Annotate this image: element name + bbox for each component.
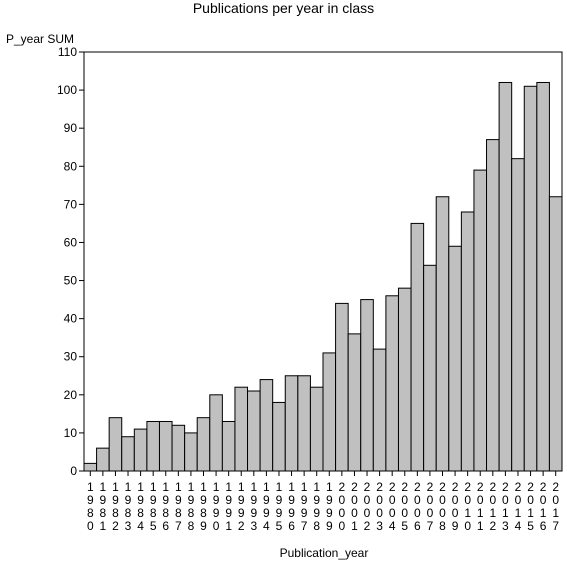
y-tick-label: 20 [64,388,78,402]
bar-2006 [410,222,425,472]
bar-2004 [385,295,399,472]
bar-1994 [259,379,274,472]
y-tick-label: 110 [58,45,77,59]
bar-2009 [448,245,462,472]
y-tick-label: 30 [64,350,78,364]
bar-2011 [473,169,488,472]
bar-2012 [486,139,500,472]
bar-1991 [221,420,236,472]
bar-2000 [335,302,349,472]
bar-1996 [284,375,299,472]
bar-1997 [297,375,311,472]
bar-1983 [121,436,135,472]
bar-2008 [435,196,450,472]
y-tick-label: 80 [64,159,78,173]
bar-2016 [536,81,550,472]
bar-1998 [309,386,324,472]
bar-2017 [548,196,563,472]
y-tick-label: 60 [64,235,78,249]
bar-2014 [511,158,525,472]
y-tick-label: 90 [64,121,78,135]
bar-2003 [372,348,387,472]
bar-2010 [460,211,475,472]
y-tick-label: 0 [70,464,77,478]
bar-1987 [171,424,186,472]
bar-2005 [397,287,412,472]
bar-1982 [108,417,123,472]
bar-2001 [347,333,362,472]
bar-1990 [209,394,223,472]
bar-1993 [247,390,261,472]
bar-2007 [423,264,437,472]
bars [83,81,563,472]
bar-1995 [272,401,286,472]
bar-1989 [196,417,211,472]
bar-1980 [83,462,98,472]
y-axis-label: P_year SUM [6,32,75,46]
bar-1992 [234,386,249,472]
bar-1988 [184,432,198,472]
bar-1984 [133,428,148,472]
bar-2015 [523,85,538,472]
y-tick-label: 70 [64,197,78,211]
y-tick-label: 100 [57,83,77,97]
bar-1985 [146,420,160,472]
chart-title: Publications per year in class [192,0,375,16]
x-axis-label: Publication_year [279,546,369,560]
bar-1986 [158,420,173,472]
y-axis: 0 10 20 30 40 50 60 70 80 90 100 110 [57,45,84,478]
x-axis: 1 9 8 0 1 9 8 1 1 9 8 2 1 9 8 3 1 9 8 4 1 9 8 5 1 9 8 6 1 9 8 7 1 9 8 8 1 9 8 9… [87,471,559,533]
bar-1999 [322,352,337,472]
bar-2002 [360,299,374,472]
y-tick-label: 50 [64,274,78,288]
y-tick-label: 40 [64,312,78,326]
y-tick-label: 10 [64,426,78,440]
bar-1981 [96,447,110,472]
bar-2013 [498,81,513,472]
